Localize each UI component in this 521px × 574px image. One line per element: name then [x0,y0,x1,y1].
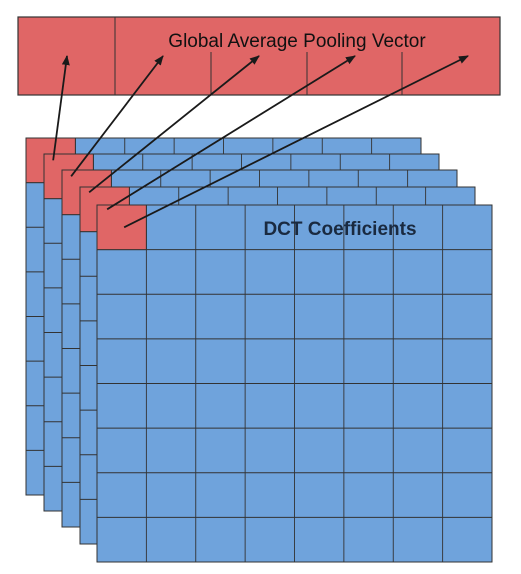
dc-coefficient-cell [96,204,147,251]
pooling-vector-label: Global Average Pooling Vector [168,31,426,52]
pooling-arrows [52,55,469,229]
pooling-arrow [88,55,260,194]
dct-layer [96,204,493,563]
pooling-arrow [106,55,356,211]
dct-coefficients-label: DCT Coefficients [263,219,416,240]
pooling-arrow [52,55,70,161]
pooling-vector-dividers [114,17,403,95]
dct-layer-stack [25,137,493,563]
pooling-vector: Global Average Pooling Vector [17,16,501,96]
pooling-arrow [123,55,469,229]
pooling-arrow [70,55,164,177]
